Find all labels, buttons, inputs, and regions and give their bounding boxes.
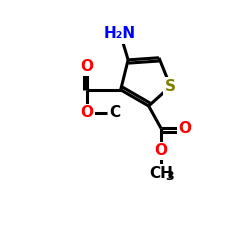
Text: H: H: [114, 28, 127, 42]
Text: O: O: [80, 105, 94, 120]
Text: 3: 3: [166, 170, 174, 183]
Text: H₂N: H₂N: [103, 26, 136, 41]
Text: C: C: [109, 105, 120, 120]
Text: S: S: [165, 79, 176, 94]
Text: O: O: [80, 59, 94, 74]
Text: O: O: [155, 144, 168, 158]
Text: O: O: [178, 121, 192, 136]
Text: CH: CH: [149, 166, 173, 181]
